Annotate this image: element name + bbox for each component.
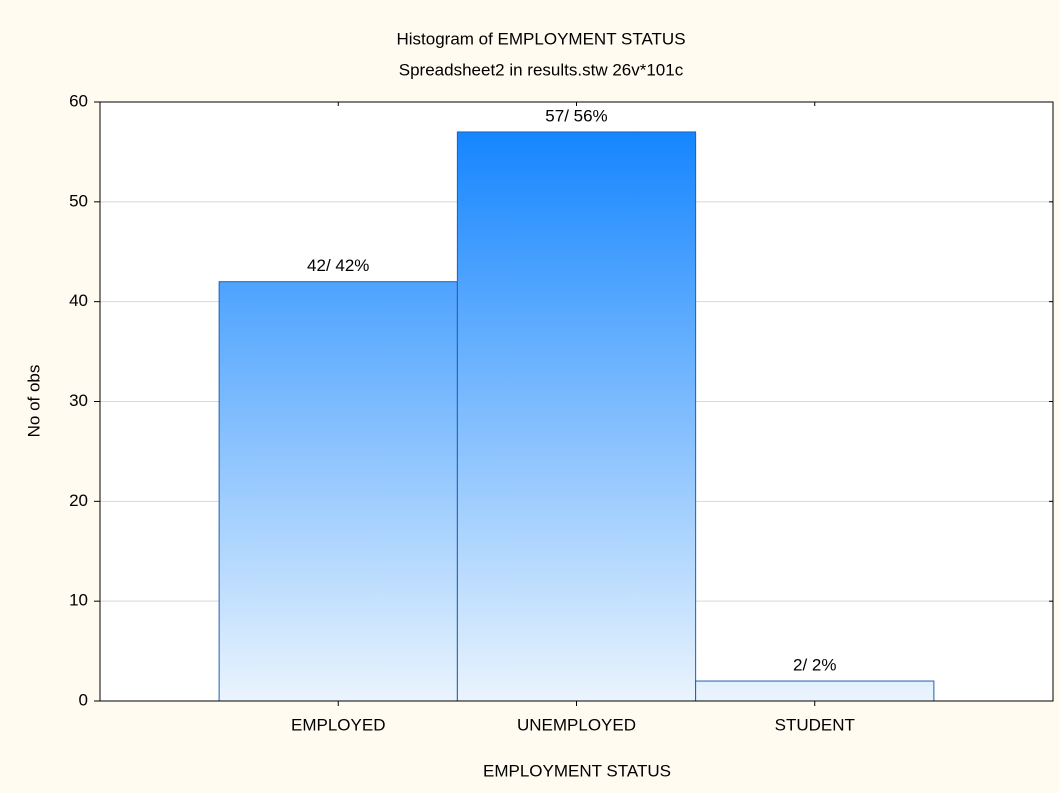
chart-title: Histogram of EMPLOYMENT STATUS [396,29,685,48]
y-tick-label: 0 [79,690,88,709]
y-axis-label: No of obs [24,365,43,438]
x-tick-label: STUDENT [775,715,855,734]
value-label: 2/ 2% [793,656,836,675]
value-label: 42/ 42% [307,256,369,275]
plot-frame [99,101,1054,702]
y-tick-label: 50 [69,191,88,210]
value-label: 57/ 56% [545,106,607,125]
bar [456,131,697,702]
plot-layer: 0 10 20 30 40 50 60 42/ 42% EMPLOYED 57/ 56% UNEMP… [69,91,1053,734]
y-tick-label: 20 [69,491,88,510]
x-axis-label: EMPLOYMENT STATUS [483,761,671,780]
chart-subtitle: Spreadsheet2 in results.stw 26v*101c [399,60,684,79]
y-tick-label: 30 [69,391,88,410]
x-tick-label: UNEMPLOYED [517,715,636,734]
y-tick-label: 60 [69,91,88,110]
bar [218,281,458,702]
x-tick-label: EMPLOYED [291,715,385,734]
y-tick-label: 10 [69,591,88,610]
y-tick-label: 40 [69,291,88,310]
bar [695,680,935,702]
